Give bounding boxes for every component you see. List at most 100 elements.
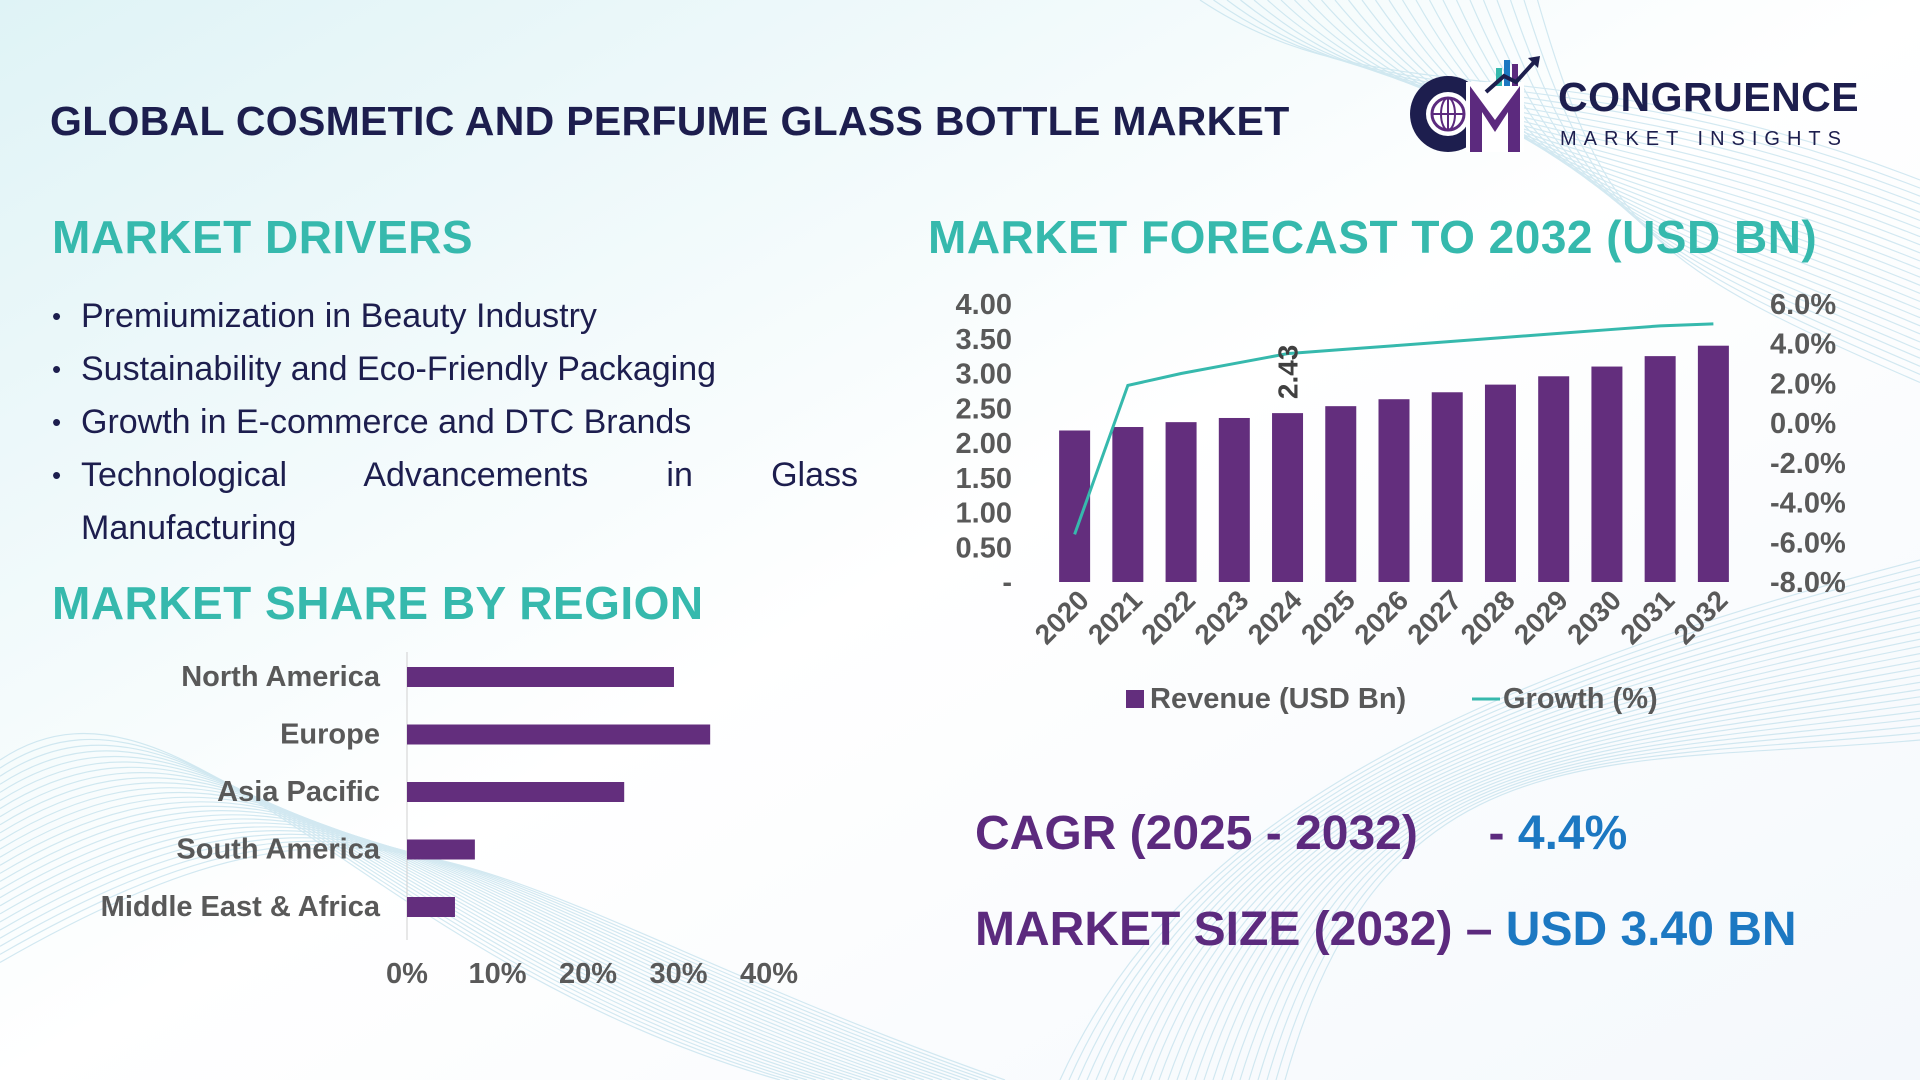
region-bar <box>407 897 455 917</box>
wave-line <box>0 744 799 1080</box>
forecast-x-tick: 2024 <box>1242 584 1308 650</box>
legend-growth-label: Growth (%) <box>1503 683 1658 715</box>
wave-line <box>1248 710 1920 1080</box>
forecast-x-tick: 2030 <box>1561 584 1627 650</box>
wave-line <box>1068 566 1920 1080</box>
region-bar <box>407 839 475 860</box>
market-size-kpi: MARKET SIZE (2032) – USD 3.40 BN <box>975 902 1797 957</box>
forecast-chart: -0.501.001.502.002.503.003.504.00 -8.0% -6… <box>956 289 1846 715</box>
wave-line <box>1095 588 1920 1080</box>
forecast-left-tick: 0.50 <box>956 532 1012 564</box>
market-size-separator: – <box>1452 903 1506 956</box>
forecast-right-tick: -2.0% <box>1770 448 1846 480</box>
region-x-tick: 20% <box>559 958 617 990</box>
revenue-bar <box>1378 399 1410 582</box>
wave-line <box>1284 739 1920 1080</box>
revenue-bar <box>1644 356 1676 582</box>
forecast-x-tick: 2020 <box>1029 584 1095 650</box>
forecast-x-tick: 2025 <box>1295 584 1361 650</box>
revenue-bar <box>1431 392 1463 582</box>
revenue-bar <box>1484 384 1516 582</box>
forecast-x-tick: 2021 <box>1082 584 1148 650</box>
legend-revenue-swatch <box>1126 690 1144 708</box>
forecast-x-tick: 2029 <box>1508 584 1574 650</box>
cagr-value: 4.4% <box>1517 807 1628 860</box>
forecast-right-tick: 2.0% <box>1770 368 1836 400</box>
wave-line <box>1158 638 1920 1080</box>
wave-line <box>1321 0 1920 254</box>
wave-line <box>1275 732 1920 1080</box>
wave-line <box>1212 681 1920 1080</box>
region-x-tick: 10% <box>468 958 526 990</box>
wave-line <box>1267 0 1920 222</box>
market-size-value: USD 3.40 BN <box>1505 903 1797 956</box>
wave-line <box>1176 653 1920 1080</box>
revenue-bar <box>1325 406 1357 582</box>
wave-line <box>1239 703 1920 1080</box>
cagr-label: CAGR (2025 - 2032) <box>975 807 1418 860</box>
wave-line <box>1059 559 1920 1080</box>
forecast-right-tick: -6.0% <box>1770 527 1846 559</box>
forecast-right-tick: 6.0% <box>1770 289 1836 321</box>
region-x-tick: 30% <box>649 958 707 990</box>
forecast-right-tick: 0.0% <box>1770 408 1836 440</box>
forecast-x-tick: 2022 <box>1135 584 1201 650</box>
wave-line <box>1122 609 1920 1080</box>
forecast-x-tick: 2032 <box>1668 584 1734 650</box>
wave-line <box>1375 0 1920 286</box>
forecast-heading: MARKET FORECAST TO 2032 (USD BN) <box>928 211 1818 263</box>
driver-item: • Technological Advancements in Glass Man… <box>52 456 858 547</box>
forecast-left-tick: 4.00 <box>956 289 1012 321</box>
wave-line <box>1140 624 1920 1080</box>
forecast-left-tick: - <box>1002 567 1012 599</box>
forecast-left-tick: 1.50 <box>956 463 1012 495</box>
wave-line <box>1361 0 1920 278</box>
wave-line <box>1536 0 1920 384</box>
wave-line <box>1415 0 1920 311</box>
cagr-separator: - <box>1488 807 1518 860</box>
region-category-label: Europe <box>280 719 380 751</box>
wave-line <box>1280 0 1920 230</box>
wave-line <box>1221 689 1920 1080</box>
wave-line <box>1113 602 1920 1080</box>
driver-item: • Growth in E-commerce and DTC Brands <box>52 403 692 441</box>
driver-item: • Sustainability and Eco-Friendly Packagi… <box>52 350 717 388</box>
region-bar <box>407 782 625 802</box>
logo-name: CONGRUENCE <box>1558 74 1860 120</box>
revenue-bar <box>1538 376 1570 582</box>
wave-line <box>0 787 871 1080</box>
wave-line <box>1266 725 1920 1080</box>
wave-line <box>1104 595 1920 1080</box>
forecast-right-tick: -8.0% <box>1770 567 1846 599</box>
wave-line <box>1388 0 1920 294</box>
forecast-x-tick: 2028 <box>1455 584 1521 650</box>
wave-line <box>0 847 1006 1080</box>
forecast-left-tick: 1.00 <box>956 498 1012 530</box>
revenue-bar <box>1272 413 1304 582</box>
wave-line <box>0 750 808 1080</box>
wave-line <box>0 732 781 1080</box>
wave-line <box>1077 573 1920 1080</box>
region-x-tick: 40% <box>740 958 798 990</box>
wave-line <box>1203 674 1920 1080</box>
driver-item: • Premiumization in Beauty Industry <box>52 297 597 335</box>
region-x-tick: 0% <box>386 958 428 990</box>
wave-line <box>1428 0 1920 319</box>
revenue-bar <box>1112 427 1144 582</box>
forecast-left-tick: 3.50 <box>956 324 1012 356</box>
region-category-label: Middle East & Africa <box>101 891 381 923</box>
wave-line <box>1131 617 1920 1080</box>
wave-line <box>1334 0 1920 262</box>
drivers-heading: MARKET DRIVERS <box>52 211 474 263</box>
forecast-left-tick: 2.50 <box>956 393 1012 425</box>
growth-line <box>1073 322 1714 535</box>
region-category-label: Asia Pacific <box>217 776 380 808</box>
forecast-left-tick: 3.00 <box>956 359 1012 391</box>
company-logo: CONGRUENCE MARKET INSIGHTS <box>1400 52 1870 162</box>
forecast-x-tick: 2027 <box>1402 584 1468 650</box>
logo-subtitle: MARKET INSIGHTS <box>1560 128 1848 150</box>
wave-line <box>1167 645 1920 1080</box>
cagr-kpi: CAGR (2025 - 2032) - 4.4% <box>975 806 1627 861</box>
drivers-list: • Premiumization in Beauty Industry • Sust… <box>50 290 858 555</box>
region-share-heading: MARKET SHARE BY REGION <box>52 577 704 629</box>
